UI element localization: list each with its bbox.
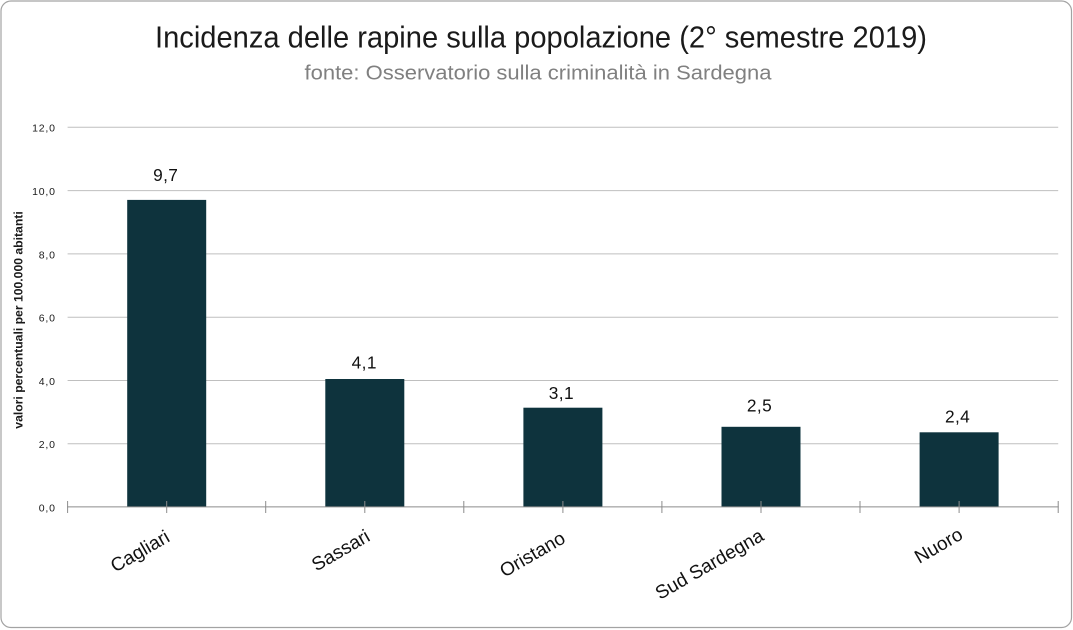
svg-text:fonte: Osservatorio sulla crim: fonte: Osservatorio sulla criminalità in… xyxy=(305,62,773,85)
svg-text:0,0: 0,0 xyxy=(39,502,56,514)
svg-text:10,0: 10,0 xyxy=(32,186,56,198)
svg-text:2,5: 2,5 xyxy=(747,395,772,415)
svg-text:4,1: 4,1 xyxy=(352,352,377,372)
svg-text:Incidenza delle rapine sulla p: Incidenza delle rapine sulla popolazione… xyxy=(155,21,927,55)
svg-text:4,0: 4,0 xyxy=(39,376,56,388)
svg-text:6,0: 6,0 xyxy=(39,313,56,325)
svg-text:8,0: 8,0 xyxy=(39,249,56,261)
svg-text:9,7: 9,7 xyxy=(153,165,178,185)
svg-text:3,1: 3,1 xyxy=(549,383,574,403)
svg-text:2,4: 2,4 xyxy=(945,407,970,427)
svg-text:2,0: 2,0 xyxy=(39,439,56,451)
svg-text:12,0: 12,0 xyxy=(32,123,56,135)
svg-text:valori percentuali per 100.000: valori percentuali per 100.000 abitanti xyxy=(11,211,25,428)
